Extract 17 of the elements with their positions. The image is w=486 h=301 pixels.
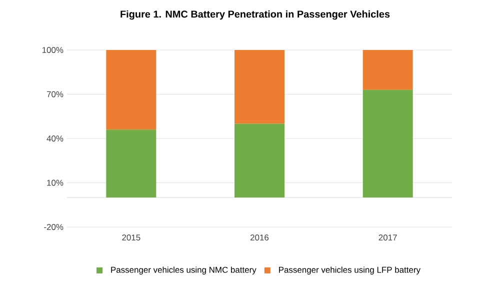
- y-tick-label: 100%: [42, 47, 64, 53]
- legend-label: Passenger vehicles using NMC battery: [111, 266, 256, 274]
- bar: [362, 90, 413, 198]
- bar: [106, 50, 156, 130]
- y-tick-label: 40%: [46, 136, 64, 142]
- x-tick-label: 2016: [250, 234, 269, 241]
- legend-label: Passenger vehicles using LFP battery: [279, 266, 420, 274]
- x-tick-label: 2015: [122, 234, 140, 241]
- bar: [234, 50, 285, 124]
- y-tick-label: 70%: [46, 91, 64, 98]
- chart-title: Figure 1. NMC Battery Penetration in Passenger Vehicles: [120, 10, 390, 20]
- bar: [362, 50, 413, 90]
- y-tick-label: 10%: [47, 180, 64, 186]
- y-tick-label: -20%: [44, 224, 64, 230]
- bar: [234, 124, 285, 198]
- bar: [106, 130, 156, 198]
- x-tick-label: 2017: [378, 234, 397, 241]
